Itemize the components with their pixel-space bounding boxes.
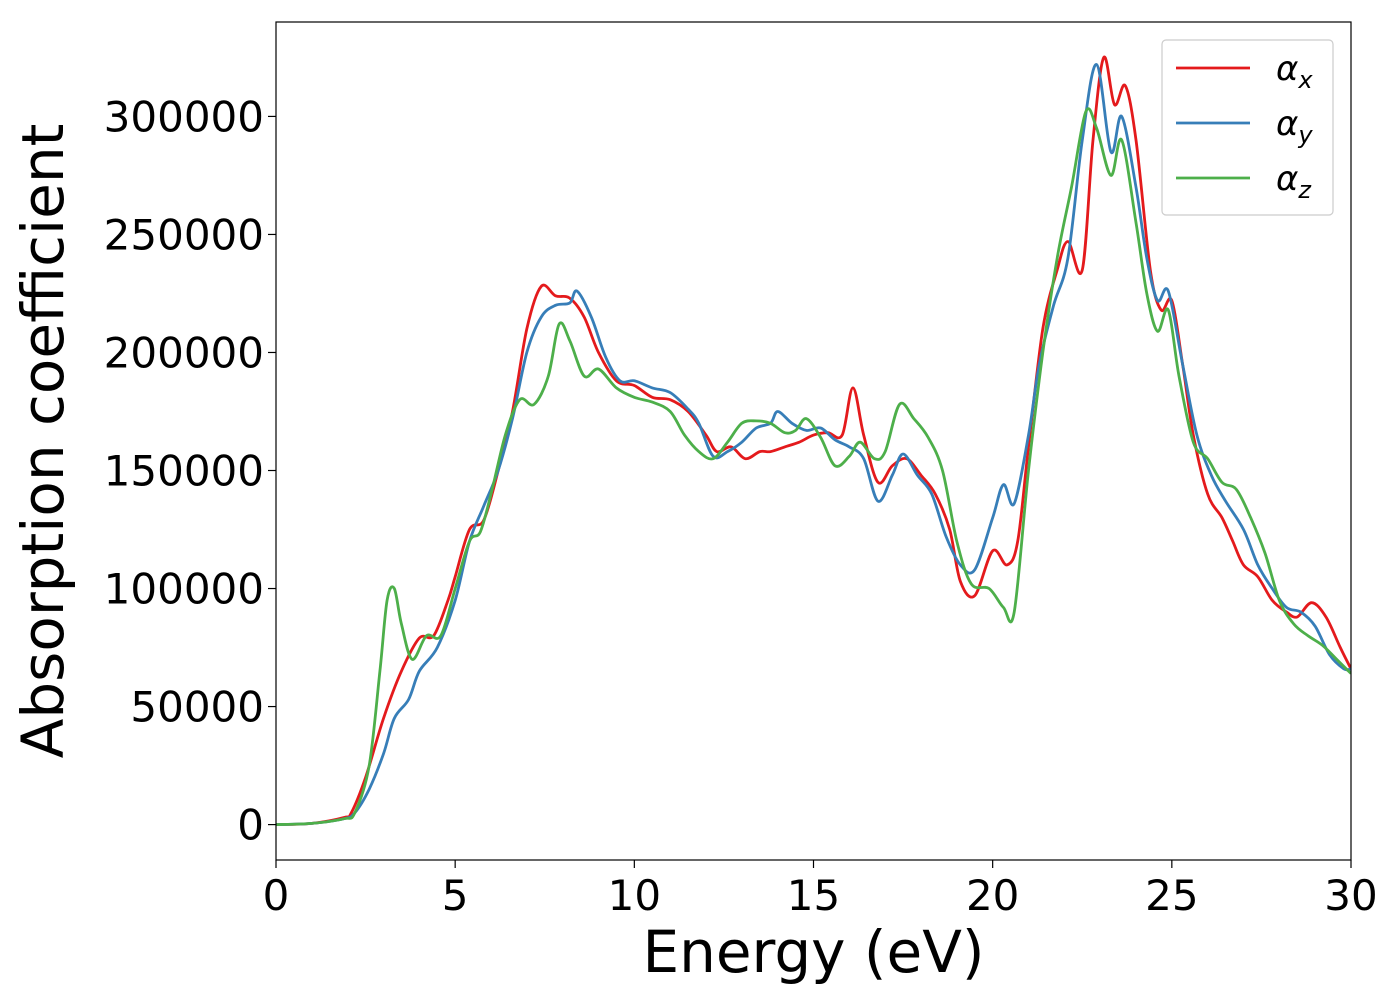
series-line-z [276, 107, 1351, 826]
x-tick-label: 0 [263, 871, 290, 920]
x-tick-label: 15 [787, 871, 840, 920]
series-lines [276, 55, 1351, 826]
x-tick-label: 25 [1145, 871, 1198, 920]
y-tick-label: 50000 [130, 683, 264, 732]
legend-label-x: αx [1276, 49, 1313, 94]
y-tick-label: 250000 [104, 210, 264, 259]
legend-items: αx αy αz [1176, 49, 1313, 204]
y-tick-label: 150000 [104, 447, 264, 496]
legend-label-z: αz [1276, 159, 1312, 204]
x-axis-ticks: 0 5 10 15 20 25 30 [263, 860, 1378, 920]
y-tick-label: 200000 [104, 328, 264, 377]
y-axis-label: Absorption coefficient [9, 124, 77, 759]
y-tick-label: 0 [237, 801, 264, 850]
y-tick-label: 100000 [104, 565, 264, 614]
legend-box [1161, 39, 1334, 216]
y-axis-ticks: 0 50000 100000 150000 200000 250000 300000 [104, 92, 276, 850]
x-tick-label: 10 [608, 871, 661, 920]
legend: αx αy αz [1161, 39, 1334, 216]
x-tick-label: 20 [966, 871, 1019, 920]
legend-label-y: αy [1276, 104, 1313, 149]
x-axis-label: Energy (eV) [642, 918, 984, 986]
y-tick-label: 300000 [104, 92, 264, 141]
x-tick-label: 30 [1324, 871, 1377, 920]
x-tick-label: 5 [442, 871, 469, 920]
